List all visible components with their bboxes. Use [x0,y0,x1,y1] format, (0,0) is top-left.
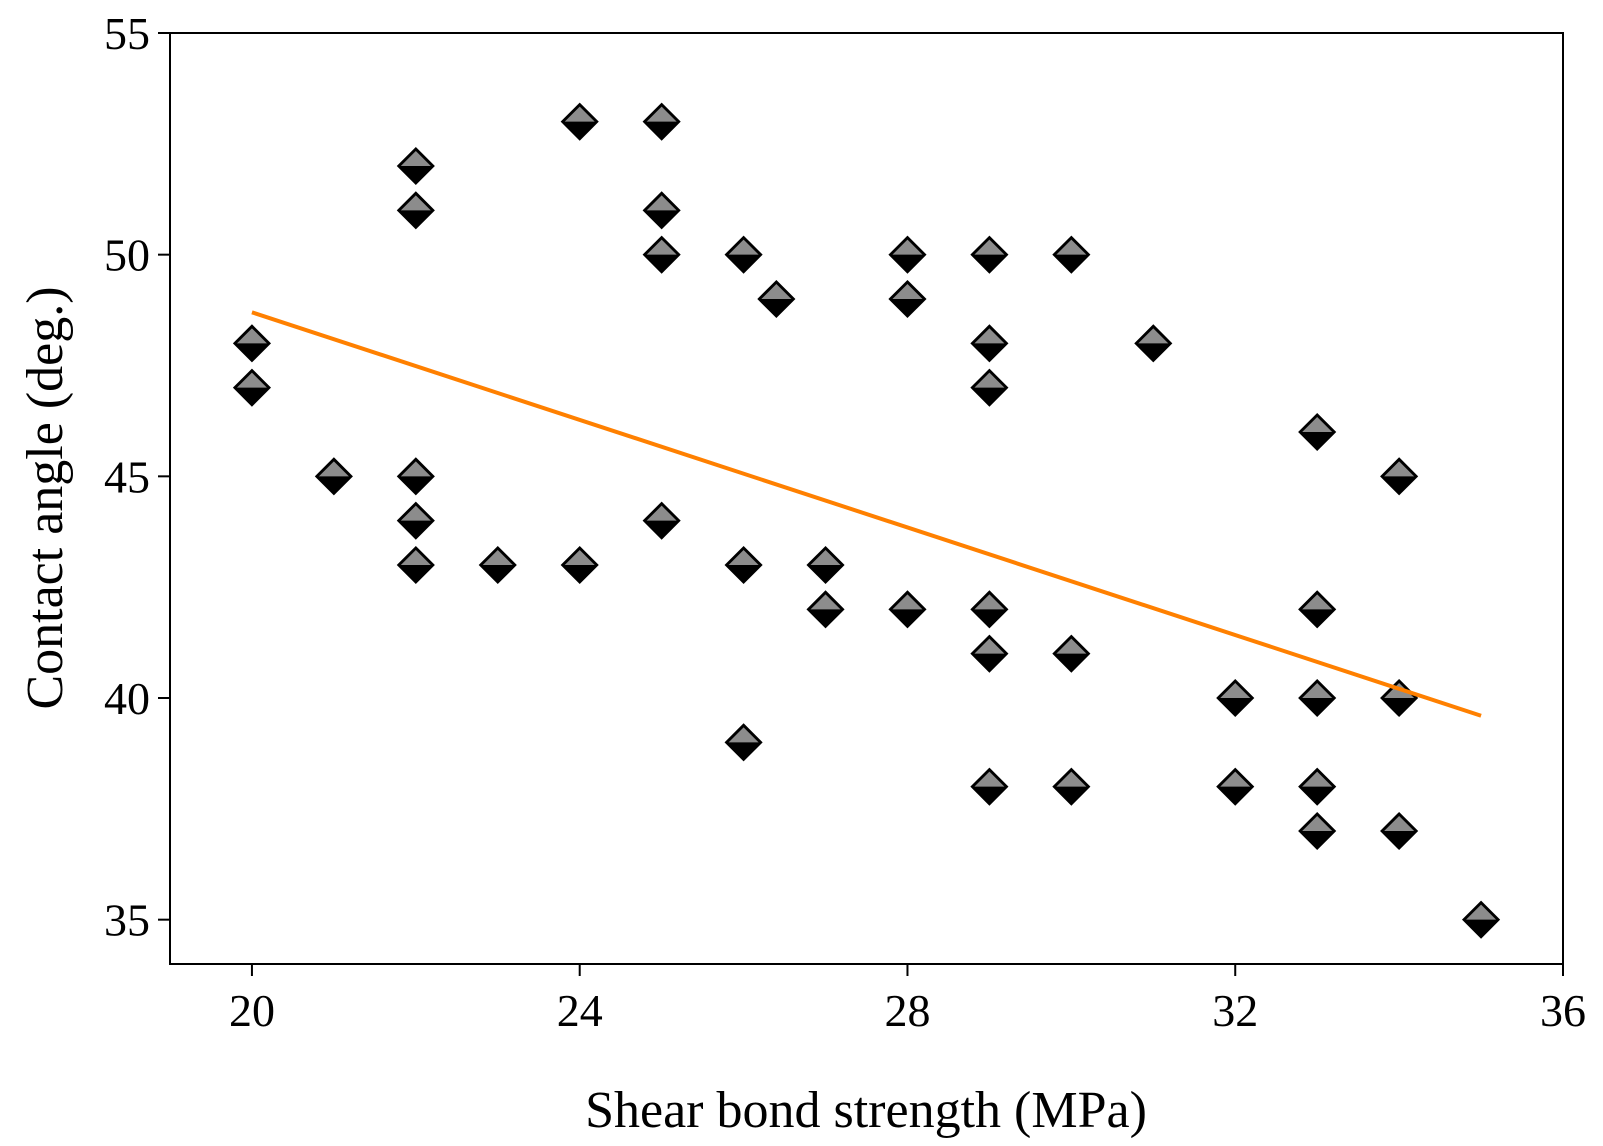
data-point [1052,634,1091,673]
data-point [560,102,599,141]
data-point [642,235,681,274]
data-point [232,368,272,407]
data-point [757,279,796,319]
data-point [724,723,763,762]
data-point [970,324,1009,363]
data-point [1298,590,1337,629]
data-point [970,767,1009,806]
data-point [1298,767,1337,806]
x-tick-label: 20 [229,985,275,1036]
data-point [642,102,681,141]
data-point [1298,678,1337,718]
x-axis: 20 24 28 32 36 [229,964,1586,1036]
data-point [1216,678,1255,718]
data-point [970,368,1009,407]
data-point [1298,412,1337,452]
y-tick-label: 40 [104,673,150,724]
plot-frame [169,32,1564,965]
data-point [888,279,927,319]
data-point [642,501,681,540]
data-point [724,235,763,274]
x-axis-title: Shear bond strength (MPa) [585,1082,1147,1139]
data-point [1216,767,1255,806]
data-point [724,545,763,585]
data-point [806,545,845,585]
data-point [1461,900,1501,939]
data-point [642,191,681,230]
x-tick-label: 36 [1540,985,1586,1036]
data-point [396,545,435,585]
data-point [478,545,517,585]
data-points [232,102,1501,939]
data-point [970,590,1009,629]
trendline-group [251,310,1482,718]
y-axis: 35 40 45 50 55 [104,8,170,946]
data-point [888,235,927,274]
data-point [1380,811,1419,851]
data-point [314,457,353,496]
data-point [232,324,272,363]
data-point [970,634,1009,673]
data-point [970,235,1009,274]
data-point [560,545,599,585]
y-tick-label: 55 [104,8,150,59]
data-point [888,590,927,629]
data-point [1134,324,1173,363]
data-point [396,146,435,186]
trendline [251,310,1482,718]
y-axis-title: Contact angle (deg.) [17,286,74,709]
data-point [396,457,435,496]
y-tick-label: 45 [104,451,150,502]
x-tick-label: 32 [1212,985,1258,1036]
data-point [1298,811,1337,851]
data-point [396,501,435,540]
x-tick-label: 28 [884,985,930,1036]
data-point [396,191,435,230]
data-point [1380,457,1419,496]
data-point [806,590,845,629]
data-point [1052,235,1091,274]
y-tick-label: 35 [104,895,150,946]
x-tick-label: 24 [557,985,603,1036]
y-tick-label: 50 [104,230,150,281]
data-point [1052,767,1091,806]
